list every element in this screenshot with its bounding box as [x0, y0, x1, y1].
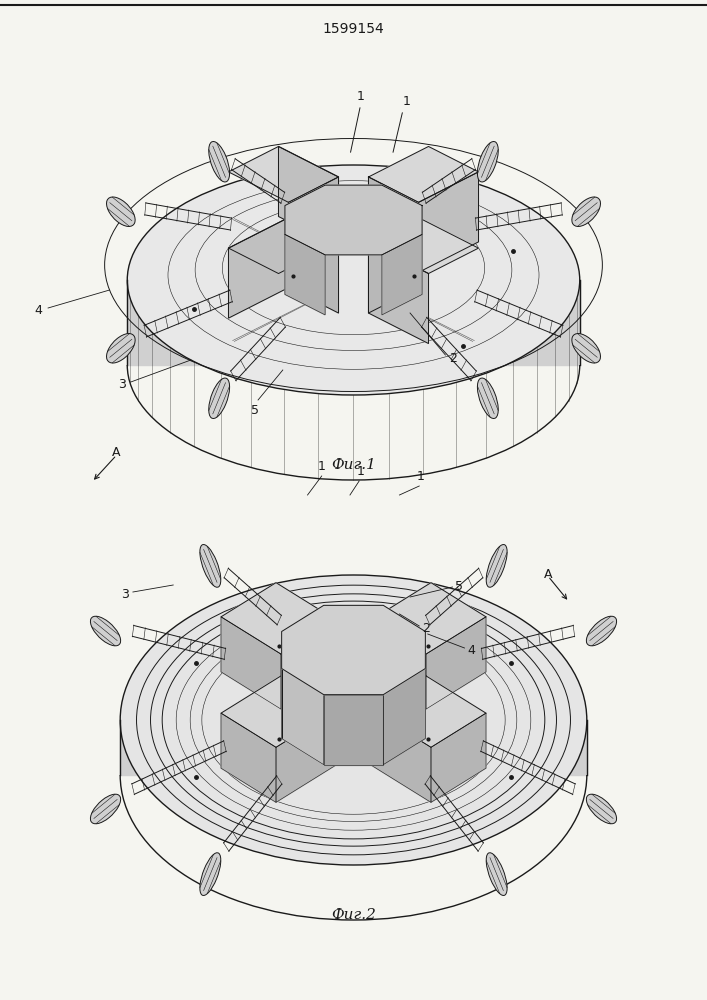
- Polygon shape: [426, 617, 486, 709]
- Polygon shape: [368, 218, 479, 274]
- Polygon shape: [368, 243, 428, 344]
- Text: 1: 1: [356, 465, 365, 478]
- Polygon shape: [279, 146, 339, 247]
- Polygon shape: [281, 620, 336, 709]
- Text: Фиг.1: Фиг.1: [331, 458, 376, 472]
- Ellipse shape: [209, 141, 230, 182]
- Polygon shape: [221, 676, 336, 747]
- Text: 4: 4: [467, 644, 475, 656]
- Polygon shape: [228, 218, 339, 274]
- Ellipse shape: [477, 378, 498, 419]
- Text: 1: 1: [402, 95, 411, 108]
- Polygon shape: [221, 713, 276, 802]
- Polygon shape: [371, 710, 431, 802]
- Text: 5: 5: [455, 580, 463, 592]
- Text: 4: 4: [35, 304, 42, 316]
- Polygon shape: [324, 695, 383, 765]
- Polygon shape: [221, 617, 281, 709]
- Polygon shape: [431, 713, 486, 802]
- Text: 5: 5: [250, 404, 259, 417]
- Ellipse shape: [209, 378, 230, 419]
- Polygon shape: [371, 676, 486, 747]
- Ellipse shape: [486, 853, 507, 895]
- Polygon shape: [281, 605, 426, 695]
- Polygon shape: [382, 234, 422, 315]
- Polygon shape: [281, 668, 324, 765]
- Ellipse shape: [200, 545, 221, 587]
- Polygon shape: [419, 172, 479, 272]
- Ellipse shape: [486, 545, 507, 587]
- Polygon shape: [368, 146, 479, 202]
- Polygon shape: [383, 668, 426, 765]
- Text: A: A: [544, 568, 552, 582]
- Text: 3: 3: [118, 378, 126, 391]
- Ellipse shape: [127, 165, 580, 395]
- Text: 1: 1: [356, 90, 365, 103]
- Polygon shape: [288, 218, 339, 313]
- Polygon shape: [285, 185, 422, 255]
- Ellipse shape: [90, 794, 121, 824]
- Polygon shape: [371, 583, 486, 654]
- Polygon shape: [221, 583, 336, 654]
- Ellipse shape: [572, 197, 600, 226]
- Ellipse shape: [200, 853, 221, 895]
- Text: A: A: [112, 446, 121, 458]
- Polygon shape: [285, 234, 325, 315]
- Polygon shape: [127, 280, 580, 365]
- Polygon shape: [371, 620, 426, 709]
- Text: 1: 1: [317, 460, 326, 473]
- Polygon shape: [228, 218, 288, 318]
- Text: 3: 3: [121, 588, 129, 601]
- Ellipse shape: [477, 141, 498, 182]
- Ellipse shape: [120, 575, 587, 865]
- Ellipse shape: [107, 334, 135, 363]
- Polygon shape: [288, 177, 339, 272]
- Text: 1599154: 1599154: [322, 22, 385, 36]
- Ellipse shape: [586, 794, 617, 824]
- Polygon shape: [368, 177, 419, 272]
- Polygon shape: [120, 720, 587, 775]
- Polygon shape: [276, 710, 336, 802]
- Text: 1: 1: [416, 470, 425, 483]
- Ellipse shape: [90, 616, 121, 646]
- Text: 2: 2: [422, 622, 430, 636]
- Text: Фиг.2: Фиг.2: [331, 908, 376, 922]
- Ellipse shape: [572, 334, 600, 363]
- Polygon shape: [228, 146, 339, 202]
- Polygon shape: [368, 218, 419, 313]
- Ellipse shape: [586, 616, 617, 646]
- Text: 2: 2: [449, 353, 457, 365]
- Ellipse shape: [107, 197, 135, 226]
